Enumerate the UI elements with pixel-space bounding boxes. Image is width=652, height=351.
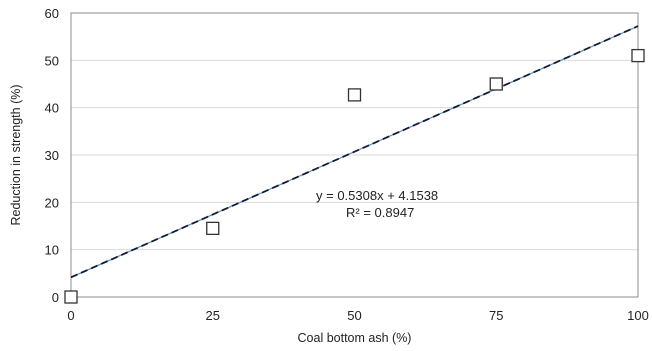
data-point: [489, 77, 503, 91]
y-tick-label: 10: [45, 243, 59, 258]
plot-frame: [70, 12, 639, 298]
y-tick-label: 0: [52, 290, 59, 305]
x-tick-label: 75: [489, 308, 503, 323]
x-tick-label: 50: [347, 308, 361, 323]
data-point: [631, 48, 645, 63]
tick-labels: 0 10 20 30 40 50 60 0 25 50 75 100: [45, 6, 649, 323]
y-tick-label: 20: [45, 195, 59, 210]
y-tick-label: 60: [45, 6, 59, 21]
trendline: [70, 25, 639, 279]
y-tick-label: 50: [45, 53, 59, 68]
data-points: [64, 48, 645, 304]
x-tick-label: 25: [206, 308, 220, 323]
y-axis-title: Reduction in strength (%): [9, 84, 23, 225]
x-tick-label: 100: [627, 308, 649, 323]
x-axis-title: Coal bottom ash (%): [298, 331, 412, 345]
data-point: [206, 221, 220, 236]
trendline-dashed: [70, 25, 639, 279]
r-squared-label: R² = 0.8947: [346, 205, 414, 220]
y-tick-label: 30: [45, 148, 59, 163]
data-point: [64, 290, 78, 304]
y-tick-label: 40: [45, 101, 59, 116]
trendline-equation: y = 0.5308x + 4.1538: [316, 188, 438, 203]
data-point: [347, 88, 362, 102]
x-tick-label: 0: [67, 308, 74, 323]
